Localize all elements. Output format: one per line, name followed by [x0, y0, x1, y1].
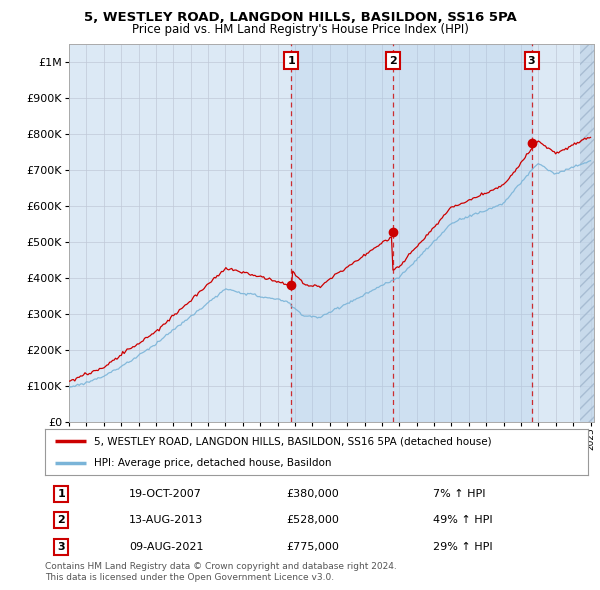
Text: 49% ↑ HPI: 49% ↑ HPI [433, 516, 493, 525]
Text: 5, WESTLEY ROAD, LANGDON HILLS, BASILDON, SS16 5PA: 5, WESTLEY ROAD, LANGDON HILLS, BASILDON… [83, 11, 517, 24]
Text: £380,000: £380,000 [287, 489, 340, 499]
Text: Contains HM Land Registry data © Crown copyright and database right 2024.: Contains HM Land Registry data © Crown c… [45, 562, 397, 571]
Text: 19-OCT-2007: 19-OCT-2007 [129, 489, 202, 499]
Text: £775,000: £775,000 [287, 542, 340, 552]
Text: 29% ↑ HPI: 29% ↑ HPI [433, 542, 493, 552]
Text: Price paid vs. HM Land Registry's House Price Index (HPI): Price paid vs. HM Land Registry's House … [131, 23, 469, 36]
Text: £528,000: £528,000 [287, 516, 340, 525]
Text: 13-AUG-2013: 13-AUG-2013 [129, 516, 203, 525]
Bar [580, 27, 598, 422]
Text: This data is licensed under the Open Government Licence v3.0.: This data is licensed under the Open Gov… [45, 573, 334, 582]
Text: 1: 1 [287, 55, 295, 65]
Text: 7% ↑ HPI: 7% ↑ HPI [433, 489, 486, 499]
Text: 3: 3 [58, 542, 65, 552]
Text: 2: 2 [389, 55, 397, 65]
Text: 3: 3 [528, 55, 535, 65]
Text: 1: 1 [58, 489, 65, 499]
Text: 09-AUG-2021: 09-AUG-2021 [129, 542, 203, 552]
Bar [292, 44, 532, 422]
Text: HPI: Average price, detached house, Basildon: HPI: Average price, detached house, Basi… [94, 458, 331, 468]
Text: 2: 2 [58, 516, 65, 525]
Text: 5, WESTLEY ROAD, LANGDON HILLS, BASILDON, SS16 5PA (detached house): 5, WESTLEY ROAD, LANGDON HILLS, BASILDON… [94, 437, 491, 447]
